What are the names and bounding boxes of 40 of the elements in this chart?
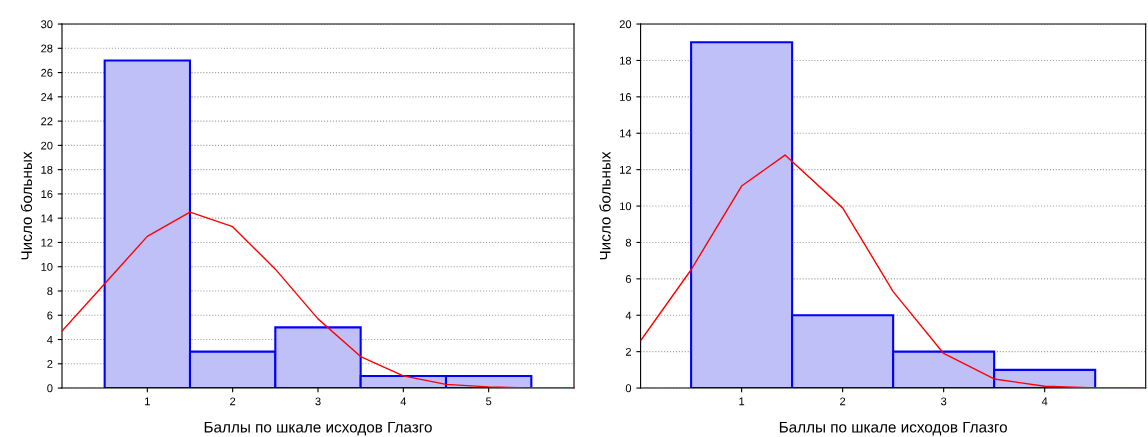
x-tick-label: 4 — [400, 397, 407, 406]
y-tick-label: 8 — [47, 287, 53, 296]
x-tick-label: 2 — [840, 397, 846, 406]
y-tick-label: 10 — [620, 202, 632, 211]
y-tick-label: 14 — [41, 214, 53, 223]
y-tick-label: 24 — [41, 93, 53, 101]
y-tick-label: 4 — [47, 335, 53, 344]
y-tick-label: 16 — [620, 93, 632, 101]
y-tick-label: 8 — [625, 238, 632, 247]
x-tick-label: 1 — [145, 397, 150, 406]
y-tick-label: 20 — [41, 141, 53, 150]
y-tick-label: 18 — [41, 165, 53, 174]
y-tick-label: 6 — [625, 275, 632, 283]
y-axis-title: Число больных — [599, 151, 611, 260]
y-tick-label: 10 — [41, 262, 53, 271]
x-tick-label: 4 — [1041, 397, 1048, 406]
y-axis-title: Число больных — [20, 151, 33, 260]
y-tick-label: 12 — [41, 238, 53, 247]
y-tick-label: 2 — [47, 360, 53, 368]
y-tick-label: 4 — [625, 311, 632, 320]
y-tick-label: 20 — [619, 20, 632, 29]
x-tick-label: 2 — [230, 397, 236, 406]
y-tick-label: 28 — [41, 44, 53, 53]
y-tick-label: 30 — [41, 20, 53, 29]
x-tick-label: 1 — [739, 397, 745, 406]
x-axis-title: Баллы по шкале исходов Глазго — [204, 421, 432, 436]
y-tick-label: 18 — [620, 56, 632, 65]
x-tick-label: 5 — [486, 397, 492, 406]
x-axis-title: Баллы по шкале исходов Глазго — [779, 421, 1007, 436]
y-tick-label: 14 — [620, 129, 632, 138]
y-tick-label: 0 — [625, 384, 632, 393]
y-tick-label: 2 — [625, 347, 631, 356]
y-tick-label: 0 — [47, 384, 53, 393]
y-tick-label: 12 — [620, 165, 631, 174]
x-tick-label: 3 — [940, 397, 947, 406]
y-tick-label: 16 — [41, 190, 53, 199]
x-tick-label: 3 — [315, 397, 321, 406]
y-tick-label: 26 — [41, 68, 53, 77]
y-tick-label: 6 — [47, 311, 53, 320]
y-tick-label: 22 — [41, 117, 53, 126]
